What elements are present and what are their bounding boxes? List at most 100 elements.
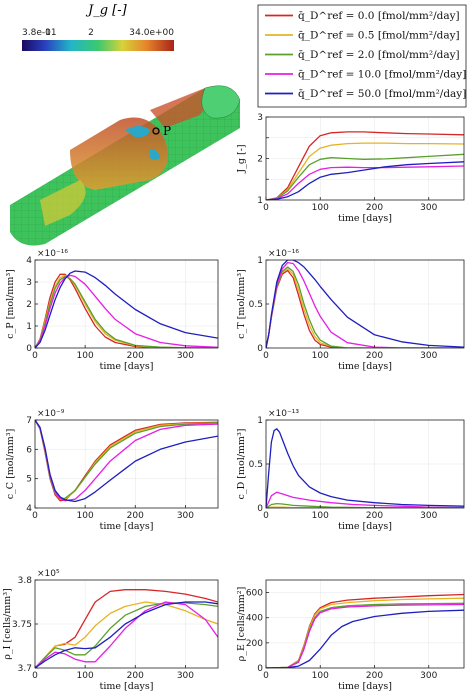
x-tick-label: 0 xyxy=(263,511,269,521)
x-tick-label: 300 xyxy=(420,511,437,521)
vessel-warm-region xyxy=(40,180,86,226)
point-p-label: P xyxy=(163,124,171,138)
colorbar-gradient xyxy=(22,40,174,51)
x-tick-label: 0 xyxy=(263,671,269,681)
y-axis-label: c_P [mol/mm³] xyxy=(5,269,16,339)
series-line-0 xyxy=(35,273,218,348)
series-line-3 xyxy=(266,261,464,348)
x-tick-label: 0 xyxy=(263,351,269,361)
axes-box xyxy=(265,579,465,669)
series-line-4 xyxy=(35,601,218,668)
colorbar-tick-label: 3.8e-01 xyxy=(22,28,57,38)
x-tick-label: 200 xyxy=(127,671,144,681)
x-axis-label: time [days] xyxy=(100,361,154,372)
series-line-2 xyxy=(35,420,218,500)
series-line-2 xyxy=(266,502,464,508)
y-tick-label: 200 xyxy=(246,639,263,649)
chart-rhoE: 0 100 200 300 0 200 400 600 time [days] ρ_E [cell… xyxy=(236,579,465,692)
series-line-1 xyxy=(35,274,218,348)
vessel-hot-region xyxy=(150,88,209,128)
y-tick-label: 1 xyxy=(257,256,263,266)
series-line-1 xyxy=(266,597,464,668)
x-tick-label: 300 xyxy=(177,511,194,521)
y-tick-label: 0 xyxy=(257,344,263,354)
y-tick-label: 1 xyxy=(26,322,32,332)
vessel-defect xyxy=(125,126,150,138)
series-line-4 xyxy=(266,161,464,200)
y-tick-label: 0.5 xyxy=(249,300,263,310)
y-exponent: ×10⁻¹⁶ xyxy=(37,249,68,259)
legend: q̄_D^ref = 0.0 [fmol/mm²/day] q̄_D^ref = … xyxy=(257,4,467,108)
chart-rhoI: 0 100 200 300 3.7 3.75 3.8 ×10⁵ time [days] ρ_I [… xyxy=(2,569,219,692)
series-line-1 xyxy=(35,420,218,500)
vessel-defect xyxy=(150,149,160,160)
y-axis-label: J_g [-] xyxy=(236,144,247,173)
y-axis-label: ρ_E [cells/mm²] xyxy=(236,587,247,662)
series-line-3 xyxy=(35,274,218,348)
y-tick-label: 6 xyxy=(26,445,32,455)
x-tick-label: 100 xyxy=(312,351,329,361)
y-tick-label: 0 xyxy=(26,344,32,354)
y-tick-label: 7 xyxy=(26,416,32,426)
colorbar-tick-label: 2 xyxy=(88,28,94,38)
series-line-1 xyxy=(35,601,218,668)
colorbar-tick-label: 1 xyxy=(45,28,51,38)
series-line-3 xyxy=(266,603,464,668)
x-tick-label: 300 xyxy=(420,203,437,213)
x-axis-label: time [days] xyxy=(338,681,392,692)
y-axis-label: ρ_I [cells/mm³] xyxy=(2,588,13,659)
chart-cD: 0 100 200 300 0 0.5 1 ×10⁻¹³ time [days] c_D [mol… xyxy=(236,409,465,532)
x-tick-label: 100 xyxy=(312,203,329,213)
y-tick-label: 3.8 xyxy=(18,576,33,586)
chart-cC: 0 100 200 300 4 5 6 7 ×10⁻⁹ time [days] c_C [mol/m… xyxy=(5,409,219,532)
vessel-inner-lumen xyxy=(201,85,241,119)
series-line-4 xyxy=(35,270,218,348)
y-tick-label: 0 xyxy=(257,504,263,514)
colorbar: J_g [-] 3.8e-011 2 3 4.0e+00 xyxy=(22,3,174,51)
x-tick-label: 0 xyxy=(32,671,38,681)
legend-label: q̄_D^ref = 10.0 [fmol/mm²/day] xyxy=(298,69,466,81)
legend-box xyxy=(257,4,467,108)
x-tick-label: 200 xyxy=(366,511,383,521)
series-line-3 xyxy=(35,601,218,668)
legend-label: q̄_D^ref = 0.0 [fmol/mm²/day] xyxy=(298,10,460,22)
x-axis-label: time [days] xyxy=(338,361,392,372)
x-tick-label: 100 xyxy=(312,671,329,681)
series-line-0 xyxy=(35,420,218,502)
series-line-2 xyxy=(266,266,464,348)
x-tick-label: 200 xyxy=(366,671,383,681)
series-line-3 xyxy=(35,420,218,502)
x-tick-label: 0 xyxy=(32,511,38,521)
y-tick-label: 3.7 xyxy=(18,664,32,674)
series-line-4 xyxy=(266,260,464,348)
y-exponent: ×10⁵ xyxy=(37,569,60,579)
x-tick-label: 100 xyxy=(77,351,94,361)
x-axis-label: time [days] xyxy=(338,213,392,224)
series-line-3 xyxy=(266,165,464,200)
legend-label: q̄_D^ref = 0.5 [fmol/mm²/day] xyxy=(298,30,460,42)
point-p-marker xyxy=(152,127,160,135)
y-exponent: ×10⁻⁹ xyxy=(37,409,65,419)
colorbar-title: J_g [-] xyxy=(85,3,128,18)
x-axis-label: time [days] xyxy=(100,681,154,692)
x-axis-label: time [days] xyxy=(338,521,392,532)
series-line-4 xyxy=(35,420,218,503)
y-tick-label: 2 xyxy=(26,300,32,310)
x-tick-label: 200 xyxy=(366,351,383,361)
x-axis-label: time [days] xyxy=(100,521,154,532)
series-line-3 xyxy=(266,491,464,508)
x-tick-label: 0 xyxy=(32,351,38,361)
y-tick-label: 4 xyxy=(26,256,32,266)
x-tick-label: 100 xyxy=(77,511,94,521)
y-tick-label: 5 xyxy=(26,475,32,485)
x-tick-label: 200 xyxy=(127,351,144,361)
y-tick-label: 3.75 xyxy=(12,620,32,630)
y-tick-label: 3 xyxy=(26,278,32,288)
y-tick-label: 1 xyxy=(257,416,263,426)
x-tick-label: 300 xyxy=(177,351,194,361)
y-exponent: ×10⁻¹³ xyxy=(268,409,299,419)
y-tick-label: 2 xyxy=(257,155,263,165)
colorbar-tick-label: 3 xyxy=(129,28,135,38)
y-axis-label: c_D [mol/mm³] xyxy=(236,429,247,500)
